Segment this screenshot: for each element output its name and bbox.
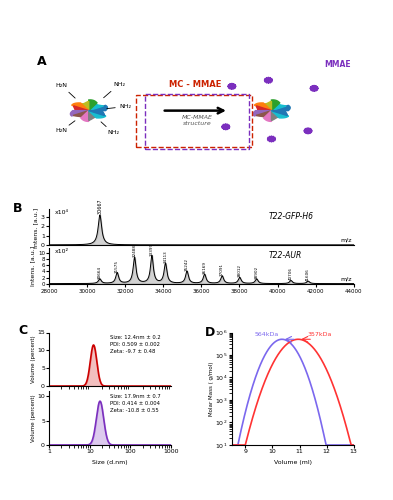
Text: 36169: 36169 xyxy=(203,261,207,274)
Text: 35242: 35242 xyxy=(185,258,189,271)
Polygon shape xyxy=(70,110,89,116)
Text: 38902: 38902 xyxy=(255,266,259,279)
Polygon shape xyxy=(264,77,273,84)
Text: 34113: 34113 xyxy=(163,250,167,264)
Polygon shape xyxy=(256,106,272,110)
Text: 30667: 30667 xyxy=(97,198,103,214)
Text: D: D xyxy=(205,326,215,339)
Text: 33399: 33399 xyxy=(150,242,154,256)
Polygon shape xyxy=(221,124,230,130)
Text: 357kDa: 357kDa xyxy=(308,332,332,337)
Text: 30664: 30664 xyxy=(98,266,102,279)
Text: m/z: m/z xyxy=(341,276,352,281)
Text: C: C xyxy=(18,324,28,338)
Text: A: A xyxy=(37,55,46,68)
Text: T22-AUR: T22-AUR xyxy=(268,251,302,260)
Text: T22-GFP-H6: T22-GFP-H6 xyxy=(268,212,314,222)
Text: 32488: 32488 xyxy=(132,244,136,257)
Text: MMAE: MMAE xyxy=(324,60,351,69)
Polygon shape xyxy=(89,110,95,120)
Text: 41606: 41606 xyxy=(306,268,310,281)
Polygon shape xyxy=(255,103,272,110)
Polygon shape xyxy=(272,110,278,120)
Polygon shape xyxy=(272,110,287,116)
Text: NH₂: NH₂ xyxy=(119,104,131,109)
Text: 37091: 37091 xyxy=(220,262,224,276)
Polygon shape xyxy=(228,83,236,89)
X-axis label: Size (d.nm): Size (d.nm) xyxy=(92,460,128,464)
Polygon shape xyxy=(81,110,89,122)
Text: Size: 17.9nm ± 0.7
PDI: 0.414 ± 0.004
Zeta: -10.8 ± 0.55: Size: 17.9nm ± 0.7 PDI: 0.414 ± 0.004 Ze… xyxy=(110,394,161,413)
Polygon shape xyxy=(89,104,103,110)
Polygon shape xyxy=(267,136,276,142)
Y-axis label: Molar Mass ( g/mol): Molar Mass ( g/mol) xyxy=(209,362,214,416)
Text: x10⁴: x10⁴ xyxy=(55,210,69,216)
Text: H₂N: H₂N xyxy=(55,128,67,134)
Text: Size: 12.4nm ± 0.2
PDI: 0.509 ± 0.002
Zeta: -9.7 ± 0.48: Size: 12.4nm ± 0.2 PDI: 0.509 ± 0.002 Ze… xyxy=(110,335,161,354)
Polygon shape xyxy=(82,102,89,110)
Polygon shape xyxy=(264,102,272,110)
Text: 38012: 38012 xyxy=(238,264,242,277)
Polygon shape xyxy=(256,110,272,117)
Text: 564kDa: 564kDa xyxy=(255,332,279,337)
Polygon shape xyxy=(73,110,89,117)
Text: NH₂: NH₂ xyxy=(107,130,119,136)
Text: x10²: x10² xyxy=(55,250,69,254)
Polygon shape xyxy=(89,110,105,116)
Text: MC-MMAE
structure: MC-MMAE structure xyxy=(181,116,212,126)
Text: B: B xyxy=(13,202,22,215)
X-axis label: Volume (ml): Volume (ml) xyxy=(274,460,312,464)
Text: m/z: m/z xyxy=(341,238,352,242)
Y-axis label: Volume (percent): Volume (percent) xyxy=(31,394,36,442)
Polygon shape xyxy=(73,106,89,110)
Polygon shape xyxy=(89,110,106,118)
Y-axis label: Intens. [a.u.]: Intens. [a.u.] xyxy=(33,208,38,248)
Polygon shape xyxy=(89,100,97,110)
Text: NH₂: NH₂ xyxy=(113,82,125,87)
Polygon shape xyxy=(89,106,107,110)
Text: 40706: 40706 xyxy=(289,268,293,280)
Polygon shape xyxy=(272,110,288,118)
Polygon shape xyxy=(264,110,272,122)
Text: 31575: 31575 xyxy=(115,260,119,272)
Polygon shape xyxy=(253,110,272,116)
Polygon shape xyxy=(72,103,89,110)
Polygon shape xyxy=(272,106,290,110)
Y-axis label: Intens. [a.u.]: Intens. [a.u.] xyxy=(30,246,35,286)
Polygon shape xyxy=(272,104,286,110)
Polygon shape xyxy=(272,100,280,110)
Y-axis label: Volume (percent): Volume (percent) xyxy=(31,336,36,383)
Text: MC - MMAE: MC - MMAE xyxy=(169,80,222,89)
Text: H₂N: H₂N xyxy=(55,83,67,88)
Polygon shape xyxy=(310,85,318,91)
Polygon shape xyxy=(304,128,312,134)
